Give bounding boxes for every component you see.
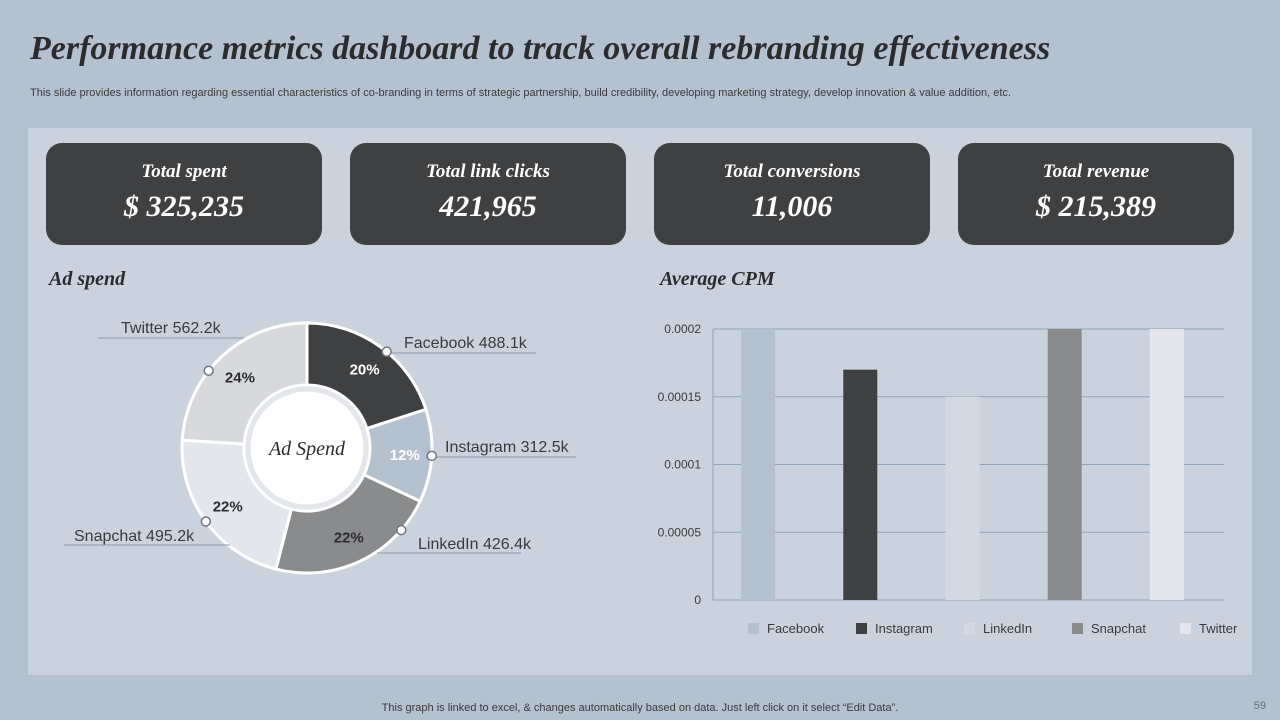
donut-slice-facebook [305, 321, 428, 431]
callout-label-twitter: Twitter 562.2k [121, 320, 222, 337]
y-tick-label: 0 [694, 593, 701, 607]
donut-value-label: 22% [213, 499, 243, 516]
kpi-label: Total spent [141, 161, 227, 182]
bar-snapchat [1047, 329, 1082, 600]
callout-label-facebook: Facebook 488.1k [404, 335, 528, 352]
kpi-value: 421,965 [439, 190, 537, 223]
average-cpm-bar-chart: 0 0.00005 0.0001 0.00015 0.0002 Facebook Insta… [658, 322, 1238, 636]
bar-facebook [741, 329, 776, 600]
bar-twitter [1149, 329, 1184, 600]
kpi-card-total-conversions: Total conversions 11,006 [654, 143, 930, 245]
legend-swatch [964, 623, 975, 634]
donut-slice-snapchat [180, 438, 294, 571]
donut-value-label: 24% [225, 370, 255, 387]
kpi-label: Total link clicks [426, 161, 550, 182]
legend-label-instagram: Instagram [875, 621, 933, 636]
legend-label-facebook: Facebook [767, 621, 825, 636]
donut-slice-twitter [180, 321, 309, 446]
kpi-value: $ 215,389 [1036, 190, 1156, 223]
average-cpm-title: Average CPM [660, 268, 775, 290]
page-subtitle: This slide provides information regardin… [30, 87, 1011, 99]
donut-value-label: 12% [390, 447, 420, 464]
callout-dot [396, 524, 407, 536]
kpi-card-total-link-clicks: Total link clicks 421,965 [350, 143, 626, 245]
ad-spend-title: Ad spend [49, 268, 126, 290]
legend-label-snapchat: Snapchat [1091, 621, 1146, 636]
kpi-value: $ 325,235 [124, 190, 244, 223]
donut-center-label: Ad Spend [267, 438, 346, 460]
y-tick-label: 0.0002 [664, 322, 701, 336]
callout-label-linkedin: LinkedIn 426.4k [418, 536, 532, 553]
kpi-label: Total conversions [723, 161, 861, 182]
legend-swatch [1180, 623, 1191, 634]
legend-label-linkedin: LinkedIn [983, 621, 1032, 636]
callout-dot [381, 346, 392, 357]
y-tick-label: 0.00005 [658, 525, 702, 539]
callout-label-snapchat: Snapchat 495.2k [74, 528, 195, 545]
kpi-value: 11,006 [751, 190, 833, 223]
footer-note: This graph is linked to excel, & changes… [381, 702, 899, 714]
legend-swatch [856, 623, 867, 634]
legend-swatch [1072, 623, 1083, 634]
callout-label-instagram: Instagram 312.5k [445, 439, 570, 456]
callout-dot [203, 365, 214, 377]
legend-label-twitter: Twitter [1199, 621, 1238, 636]
donut-center [245, 386, 369, 510]
kpi-card-total-revenue: Total revenue $ 215,389 [958, 143, 1234, 245]
donut-value-label: 22% [334, 530, 364, 547]
donut-slice-linkedin [274, 472, 423, 575]
page-number: 59 [1253, 700, 1266, 712]
dashboard-panel: Total spent $ 325,235 Total link clicks … [28, 128, 1252, 675]
ad-spend-donut-chart: 20% Facebook 488.1k 12% Instagram 312.5k 22%… [64, 320, 576, 575]
y-tick-label: 0.00015 [658, 390, 702, 404]
donut-value-label: 20% [350, 362, 380, 379]
callout-dot [426, 450, 438, 462]
y-tick-label: 0.0001 [664, 458, 701, 472]
kpi-card-total-spent: Total spent $ 325,235 [46, 143, 322, 245]
page-title: Performance metrics dashboard to track o… [30, 30, 1051, 67]
kpi-label: Total revenue [1042, 161, 1150, 182]
callout-dot [200, 516, 212, 527]
bar-instagram [843, 369, 878, 600]
bar-linkedin [945, 396, 980, 600]
legend-swatch [748, 623, 759, 634]
